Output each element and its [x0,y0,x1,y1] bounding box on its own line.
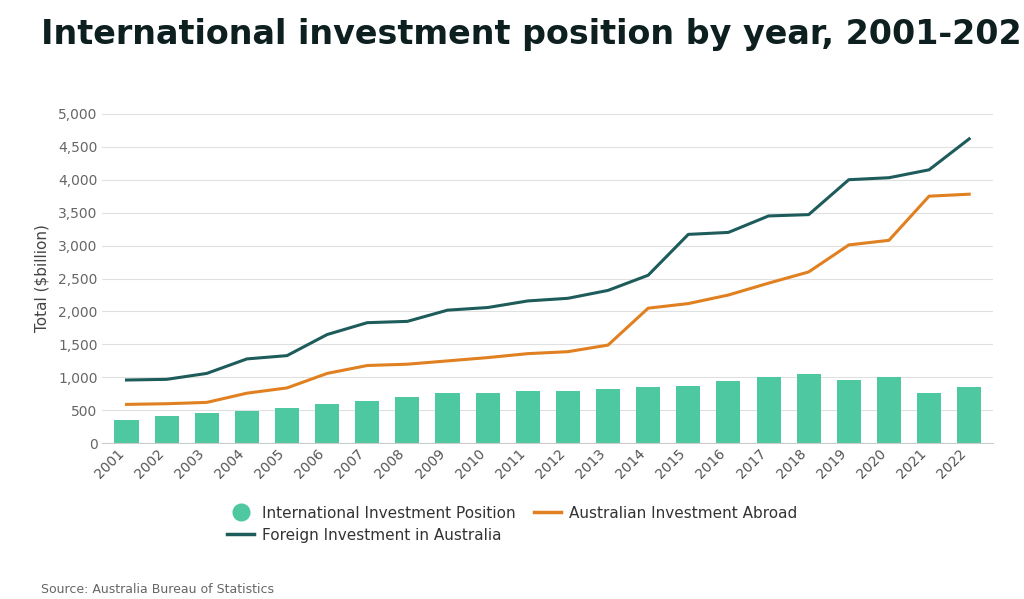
Bar [556,391,580,443]
Bar [676,386,700,443]
Bar [717,381,740,443]
Bar [355,401,379,443]
Legend: International Investment Position, Foreign Investment in Australia, Australian I: International Investment Position, Forei… [220,500,804,549]
Bar [837,380,861,443]
Bar [155,416,178,443]
Bar [435,393,460,443]
Bar [757,377,780,443]
Bar [877,377,901,443]
Bar [234,411,259,443]
Bar [636,387,660,443]
Bar [195,413,219,443]
Text: International investment position by year, 2001-2022: International investment position by yea… [41,18,1024,51]
Bar [797,374,820,443]
Y-axis label: Total ($billion): Total ($billion) [35,225,50,332]
Bar [918,392,941,443]
Bar [395,397,420,443]
Bar [475,393,500,443]
Bar [275,408,299,443]
Bar [115,420,138,443]
Text: Source: Australia Bureau of Statistics: Source: Australia Bureau of Statistics [41,583,274,596]
Bar [596,389,621,443]
Bar [957,386,981,443]
Bar [516,391,540,443]
Bar [315,404,339,443]
